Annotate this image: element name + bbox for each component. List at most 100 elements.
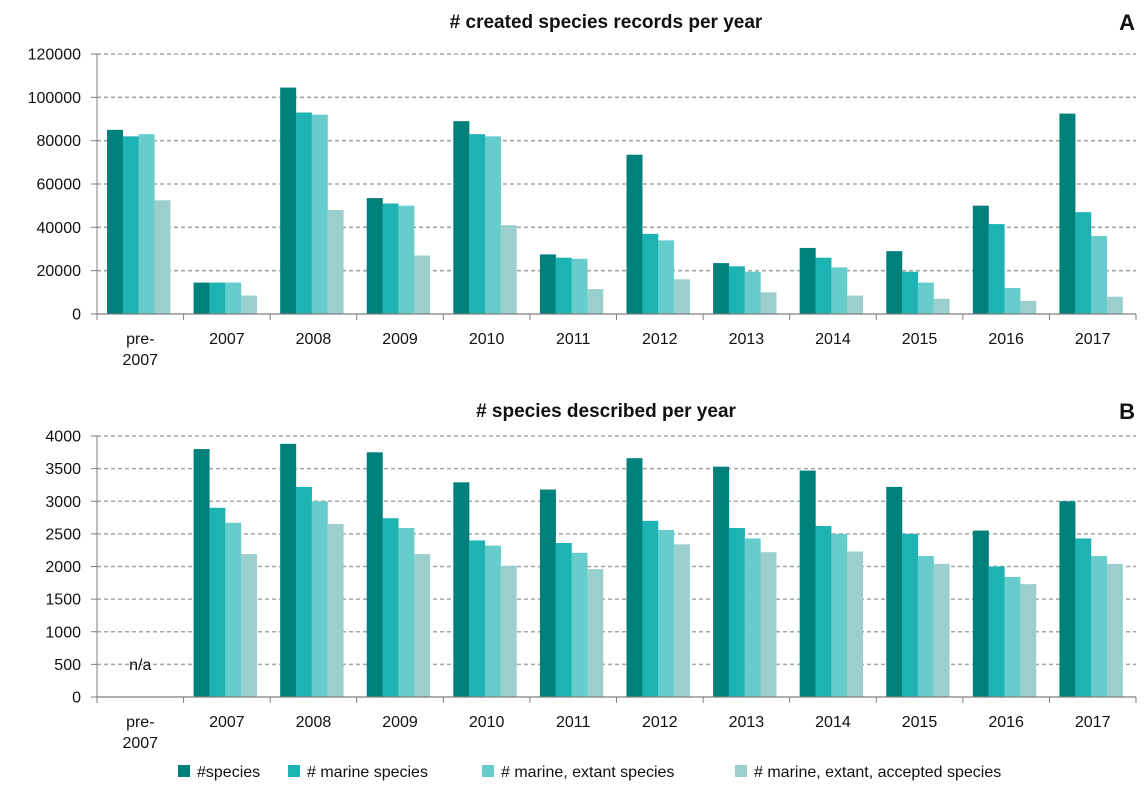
x-tick-label: 2010 xyxy=(469,714,505,731)
panel-a-x-axis: pre- 2007 2007 2008 2009 2010 2011 2012 2013 2014… xyxy=(96,313,1137,369)
x-tick-label: 2007 xyxy=(209,714,245,731)
bar xyxy=(484,545,501,697)
bar xyxy=(366,198,383,314)
x-tick-label: 2012 xyxy=(642,714,678,731)
panel-a-letter: A xyxy=(1119,10,1135,35)
bar xyxy=(240,295,257,314)
x-tick-label: 2012 xyxy=(642,331,678,348)
bar xyxy=(280,443,297,697)
x-tick-label: 2017 xyxy=(1075,331,1111,348)
bar xyxy=(933,298,950,314)
bar xyxy=(225,522,242,697)
bar xyxy=(744,271,761,314)
bar xyxy=(847,551,864,697)
bar xyxy=(311,114,328,315)
bar xyxy=(1075,212,1092,314)
x-tick-label: 2009 xyxy=(382,331,418,348)
panel-a-bars xyxy=(107,87,1123,315)
bar xyxy=(138,134,155,314)
y-tick-label: 20000 xyxy=(37,263,82,280)
x-tick-label: pre- xyxy=(126,331,154,348)
bar xyxy=(209,507,226,697)
bar xyxy=(193,282,210,314)
x-tick-label: 2011 xyxy=(556,331,591,348)
bar xyxy=(587,289,604,314)
bar xyxy=(1091,236,1108,314)
legend-swatch xyxy=(288,765,300,777)
y-tick-label: 1500 xyxy=(45,592,81,609)
bar xyxy=(658,240,675,314)
bar xyxy=(673,544,690,697)
y-tick-label: 40000 xyxy=(37,220,82,237)
bar xyxy=(728,528,745,697)
bar xyxy=(327,524,344,697)
bar xyxy=(886,251,903,314)
bar xyxy=(1106,296,1123,314)
x-tick-label: 2007 xyxy=(209,331,245,348)
bar xyxy=(799,470,816,697)
y-tick-label: 1000 xyxy=(45,624,81,641)
bar xyxy=(988,224,1005,314)
panel-b-bars xyxy=(193,443,1123,697)
panel-a-title: # created species records per year xyxy=(450,12,763,33)
bar xyxy=(886,486,903,697)
x-tick-label: 2016 xyxy=(988,331,1024,348)
x-tick-label: 2015 xyxy=(902,331,938,348)
bar xyxy=(484,136,501,314)
bar xyxy=(988,566,1005,697)
x-tick-label: 2013 xyxy=(729,714,765,731)
panel-b-grid xyxy=(97,435,1136,666)
bar xyxy=(642,233,659,314)
bar xyxy=(154,200,171,314)
bar xyxy=(1020,301,1037,314)
bar xyxy=(587,569,604,697)
legend-label: # marine species xyxy=(307,764,428,781)
bar xyxy=(760,552,777,697)
x-tick-label: 2014 xyxy=(815,714,851,731)
x-tick-label: 2015 xyxy=(902,714,938,731)
legend-label: # marine, extant species xyxy=(501,764,674,781)
panel-b-title: # species described per year xyxy=(476,401,736,422)
panel-a: # created species records per year A 0 20… xyxy=(28,10,1137,369)
bar xyxy=(453,121,470,315)
bar xyxy=(831,533,848,697)
x-tick-label: 2011 xyxy=(556,714,591,731)
bar xyxy=(382,203,399,314)
panel-b: # species described per year B 0 500 1000 1… xyxy=(45,399,1137,752)
bar xyxy=(366,452,383,697)
bar xyxy=(398,528,415,697)
panel-b-x-axis: pre- 2007 2007 2008 2009 2010 2011 2012 2013 2014… xyxy=(96,696,1137,752)
bar xyxy=(571,552,588,697)
bar xyxy=(799,247,816,314)
y-tick-label: 2500 xyxy=(45,526,81,543)
bar xyxy=(469,134,486,314)
bar xyxy=(760,292,777,314)
bar xyxy=(1020,584,1037,697)
annotation-na: n/a xyxy=(129,657,151,674)
bar xyxy=(917,556,934,697)
panel-b-letter: B xyxy=(1119,399,1135,424)
x-tick-label: 2016 xyxy=(988,714,1024,731)
x-tick-label: 2008 xyxy=(296,331,332,348)
x-tick-label: 2010 xyxy=(469,331,505,348)
bar xyxy=(280,87,297,314)
bar xyxy=(225,282,242,314)
x-tick-label: 2008 xyxy=(296,714,332,731)
bar xyxy=(500,565,517,697)
bar xyxy=(1106,563,1123,697)
bar xyxy=(1059,113,1076,314)
bar xyxy=(744,538,761,697)
bar xyxy=(642,520,659,697)
bar xyxy=(713,263,730,314)
y-tick-label: 0 xyxy=(72,307,81,324)
bar xyxy=(295,112,312,314)
y-tick-label: 120000 xyxy=(28,47,81,64)
y-tick-label: 500 xyxy=(54,657,81,674)
y-tick-label: 60000 xyxy=(37,177,82,194)
x-tick-label: 2009 xyxy=(382,714,418,731)
bar xyxy=(555,543,572,697)
bar xyxy=(972,530,989,697)
bar xyxy=(295,486,312,697)
